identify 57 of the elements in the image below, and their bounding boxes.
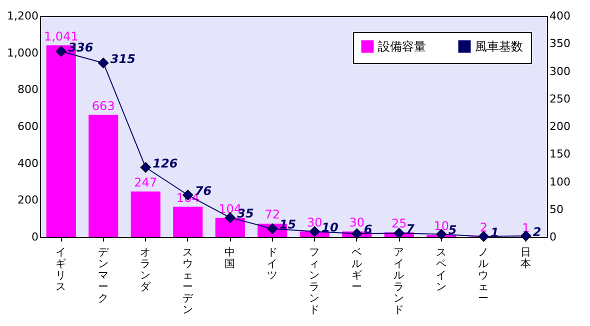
- y2-tick-label: 50: [550, 202, 564, 216]
- x-tick-label: フィンランド: [309, 246, 320, 316]
- data-label: 2: [532, 224, 542, 239]
- x-tick-label: 日本: [520, 246, 532, 270]
- bar: [215, 218, 245, 237]
- y-tick-label: 0: [32, 230, 38, 244]
- x-tick-label: 中国: [224, 246, 236, 270]
- y2-tick-label: 200: [550, 120, 570, 133]
- y-tick-label: 1,000: [7, 46, 38, 60]
- y-tick-label: 200: [18, 194, 38, 207]
- y2-tick-label: 250: [550, 92, 570, 106]
- data-label: 247: [134, 176, 158, 190]
- data-label: 25: [391, 216, 407, 230]
- x-tick-label: オランダ: [140, 246, 152, 293]
- x-tick-label: ベルギー: [351, 246, 362, 293]
- point: [351, 228, 362, 240]
- data-label: 30: [306, 215, 322, 230]
- y2-tick-label: 100: [550, 175, 570, 188]
- x-tick-label: スウェーデン: [182, 246, 194, 316]
- point: [98, 57, 109, 68]
- legend-label: 風車基数: [475, 40, 523, 54]
- y-tick-label: 800: [18, 83, 38, 96]
- data-label: 10: [322, 220, 338, 234]
- data-label: 663: [92, 98, 115, 113]
- y2-tick-label: 400: [550, 10, 570, 22]
- point: [394, 228, 405, 239]
- y-tick-label: 1,200: [7, 10, 38, 22]
- x-tick-label: イギリス: [56, 246, 67, 293]
- bar: [130, 192, 160, 237]
- x-tick-label: ドイツ: [266, 246, 278, 282]
- bar: [173, 206, 203, 237]
- data-label: 5: [448, 223, 457, 238]
- data-label: 7: [406, 222, 416, 236]
- point: [140, 162, 152, 173]
- data-label: 126: [152, 156, 178, 170]
- point: [520, 230, 532, 242]
- point: [56, 46, 67, 57]
- y2-tick-label: 150: [550, 148, 570, 161]
- legend-label: 設備容量: [378, 40, 426, 54]
- point: [478, 230, 490, 242]
- bar: [88, 114, 118, 237]
- y2-tick-label: 350: [550, 37, 570, 50]
- data-label: 2: [480, 220, 488, 235]
- data-label: 10: [434, 219, 450, 234]
- data-label: 30: [349, 215, 365, 230]
- y-tick-label: 400: [18, 156, 38, 170]
- y2-tick-label: 300: [550, 64, 570, 78]
- data-label: 72: [264, 208, 280, 222]
- x-tick-label: スペイン: [436, 246, 447, 293]
- y-tick-label: 600: [18, 120, 38, 133]
- x-tick-label: デンマーク: [98, 246, 110, 304]
- x-tick-label: アイルランド: [394, 246, 405, 316]
- data-label: 315: [110, 52, 136, 66]
- x-tick-label: ノルウェー: [478, 246, 490, 304]
- y2-tick-label: 0: [550, 230, 556, 244]
- data-label: 15: [279, 218, 296, 232]
- point: [224, 212, 236, 224]
